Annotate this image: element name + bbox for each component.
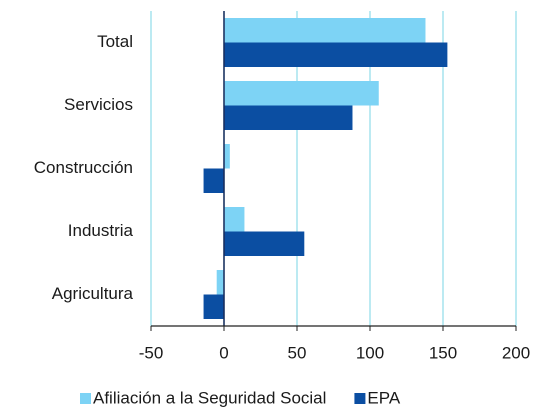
bar — [224, 105, 353, 130]
x-tick-label: 50 — [288, 343, 307, 362]
bar — [224, 81, 379, 106]
legend-label: Afiliación a la Seguridad Social — [93, 388, 326, 407]
bar — [203, 294, 224, 319]
bar — [216, 270, 224, 295]
bar — [224, 42, 448, 67]
x-tick-label: 100 — [356, 343, 384, 362]
bar — [203, 168, 224, 193]
legend-swatch — [354, 393, 366, 404]
bar — [224, 144, 230, 169]
y-tick-label: Agricultura — [52, 284, 134, 303]
x-tick-label: 0 — [219, 343, 228, 362]
y-tick-label: Total — [97, 32, 133, 51]
y-tick-label: Industria — [68, 221, 134, 240]
legend-swatch — [80, 393, 91, 404]
y-tick-label: Construcción — [34, 158, 133, 177]
x-tick-label: -50 — [139, 343, 164, 362]
x-tick-label: 150 — [429, 343, 457, 362]
bar — [224, 231, 305, 256]
bar — [224, 18, 426, 43]
x-tick-label: 200 — [502, 343, 530, 362]
y-tick-label: Servicios — [64, 95, 133, 114]
legend-label: EPA — [367, 388, 400, 407]
bar — [224, 207, 245, 232]
